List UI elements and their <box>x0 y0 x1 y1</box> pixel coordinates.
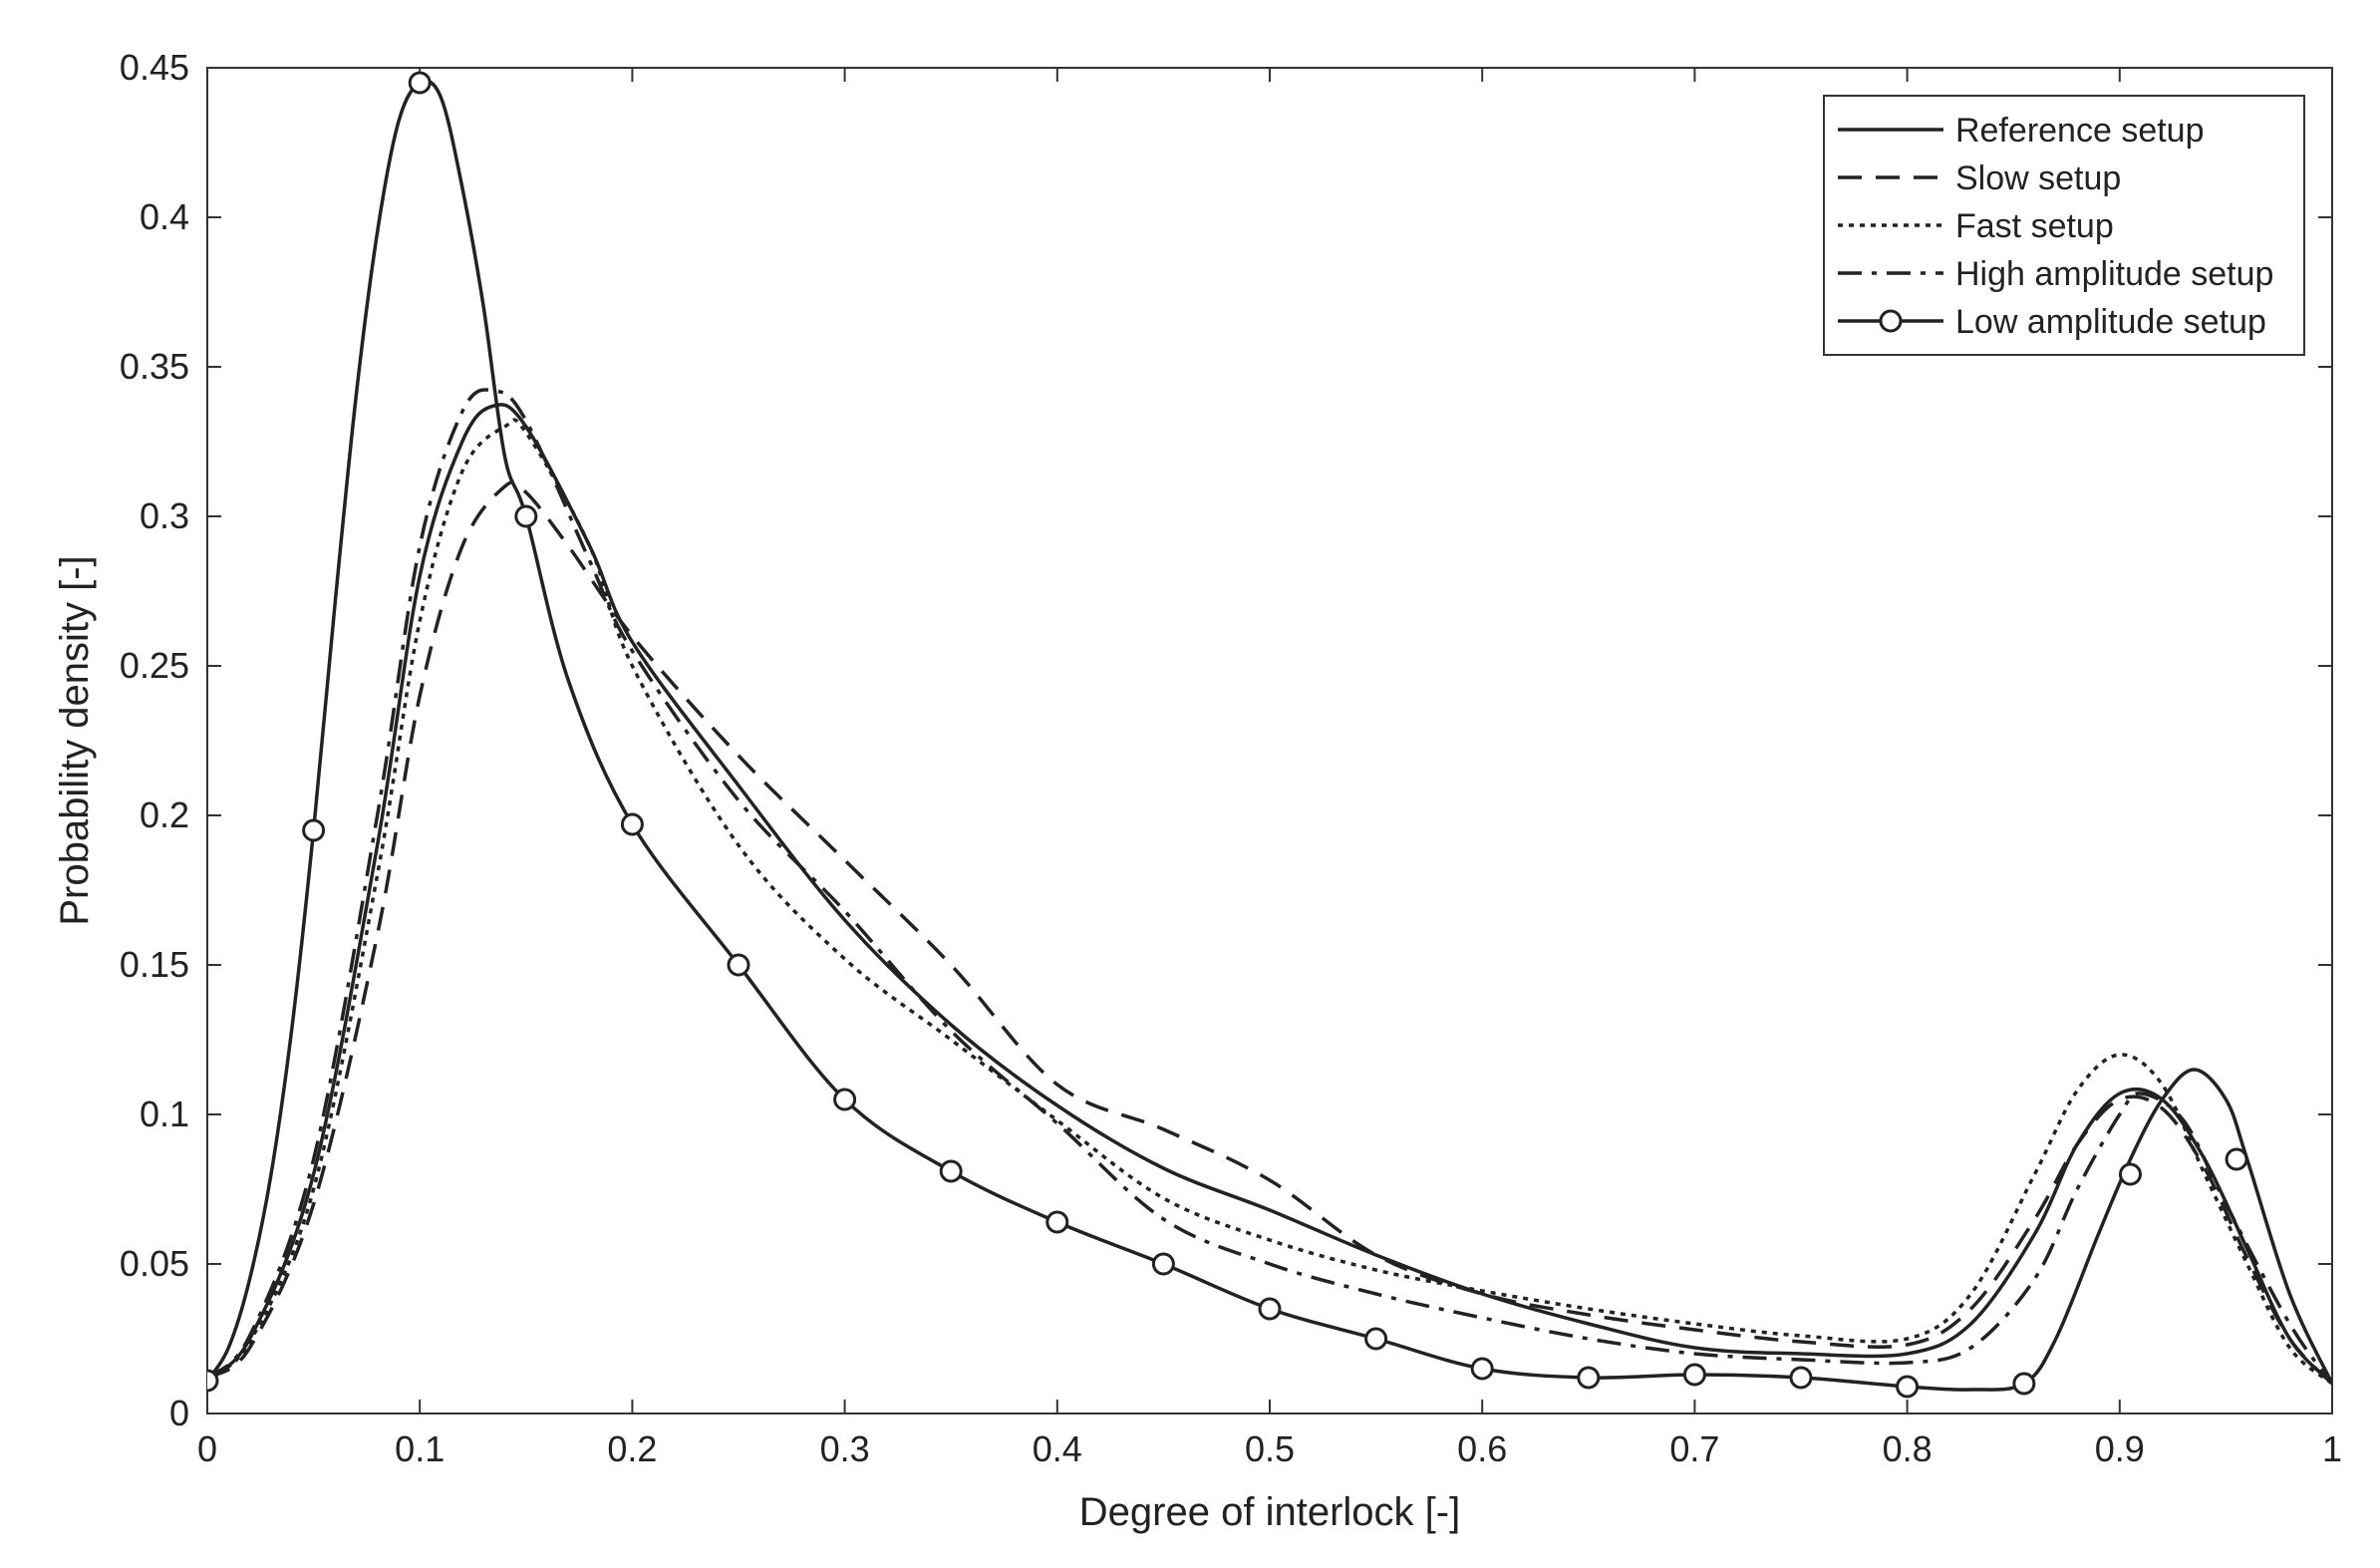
y-tick-label: 0.05 <box>120 1243 189 1284</box>
x-tick-label: 0.5 <box>1245 1428 1295 1469</box>
data-point-marker <box>1470 1357 1494 1381</box>
legend-label: High amplitude setup <box>1955 255 2273 293</box>
series-high-amplitude-setup <box>207 388 2332 1386</box>
data-point-marker <box>2225 1147 2248 1171</box>
x-tick-label: 0.3 <box>820 1428 870 1469</box>
data-point-marker <box>833 1088 857 1111</box>
legend-label: Low amplitude setup <box>1955 303 2266 341</box>
x-tick-label: 0 <box>197 1428 217 1469</box>
series-low-amplitude-setup <box>207 71 2332 1399</box>
y-tick-label: 0.35 <box>120 346 189 387</box>
y-tick-label: 0.3 <box>140 495 189 536</box>
legend-marker-sample <box>1879 309 1903 333</box>
x-tick-label: 0.7 <box>1669 1428 1719 1469</box>
x-tick-label: 0.1 <box>395 1428 445 1469</box>
data-point-marker <box>1789 1366 1813 1390</box>
data-point-marker <box>1896 1375 1920 1399</box>
y-tick-label: 0.4 <box>140 196 189 237</box>
y-tick-label: 0.1 <box>140 1094 189 1134</box>
legend-item: Low amplitude setup <box>1838 303 2266 341</box>
legend-label: Slow setup <box>1955 159 2121 197</box>
data-point-marker <box>1682 1363 1706 1387</box>
legend-item: Reference setup <box>1838 112 2205 150</box>
axis-ticks: 0 0.1 0.2 0.3 0.4 0.5 0.6 0.7 0.8 0.9 1 0 0.05 0.1 0.1… <box>120 47 2342 1469</box>
x-tick-label: 1 <box>2322 1428 2342 1469</box>
data-point-marker <box>302 818 326 842</box>
x-tick-label: 0.2 <box>607 1428 657 1469</box>
y-tick-label: 0.25 <box>120 645 189 686</box>
x-tick-label: 0.8 <box>1883 1428 1933 1469</box>
legend-label: Fast setup <box>1955 207 2114 245</box>
data-point-marker <box>408 71 432 95</box>
y-tick-label: 0.45 <box>120 47 189 88</box>
x-tick-label: 0.4 <box>1033 1428 1082 1469</box>
legend-item: Slow setup <box>1838 159 2121 197</box>
data-point-marker <box>2012 1372 2036 1396</box>
data-point-marker <box>1258 1297 1282 1321</box>
legend-item: Fast setup <box>1838 207 2114 245</box>
series-slow-setup <box>207 479 2332 1386</box>
series-line <box>207 479 2332 1386</box>
data-point-marker <box>1364 1327 1388 1351</box>
data-point-marker <box>207 1369 219 1393</box>
data-point-marker <box>1045 1210 1069 1234</box>
legend-item: High amplitude setup <box>1838 255 2273 293</box>
y-tick-label: 0.2 <box>140 794 189 835</box>
x-axis-label: Degree of interlock [-] <box>1079 1490 1460 1534</box>
y-tick-label: 0 <box>169 1393 189 1433</box>
data-point-marker <box>1577 1366 1601 1390</box>
data-point-marker <box>620 812 644 836</box>
data-point-marker <box>2118 1162 2142 1186</box>
series-line <box>207 388 2332 1386</box>
data-point-marker <box>727 953 750 977</box>
series-layer <box>207 71 2332 1399</box>
x-tick-label: 0.9 <box>2095 1428 2145 1469</box>
data-point-marker <box>514 504 538 528</box>
data-point-marker <box>939 1159 963 1183</box>
legend: Reference setup Slow setup Fast setup High … <box>1823 95 2305 356</box>
data-point-marker <box>1151 1252 1175 1276</box>
series-line <box>207 79 2332 1392</box>
legend-label: Reference setup <box>1955 112 2205 150</box>
x-tick-label: 0.6 <box>1457 1428 1507 1469</box>
y-tick-label: 0.15 <box>120 944 189 985</box>
y-axis-label: Probability density [-] <box>53 555 97 925</box>
